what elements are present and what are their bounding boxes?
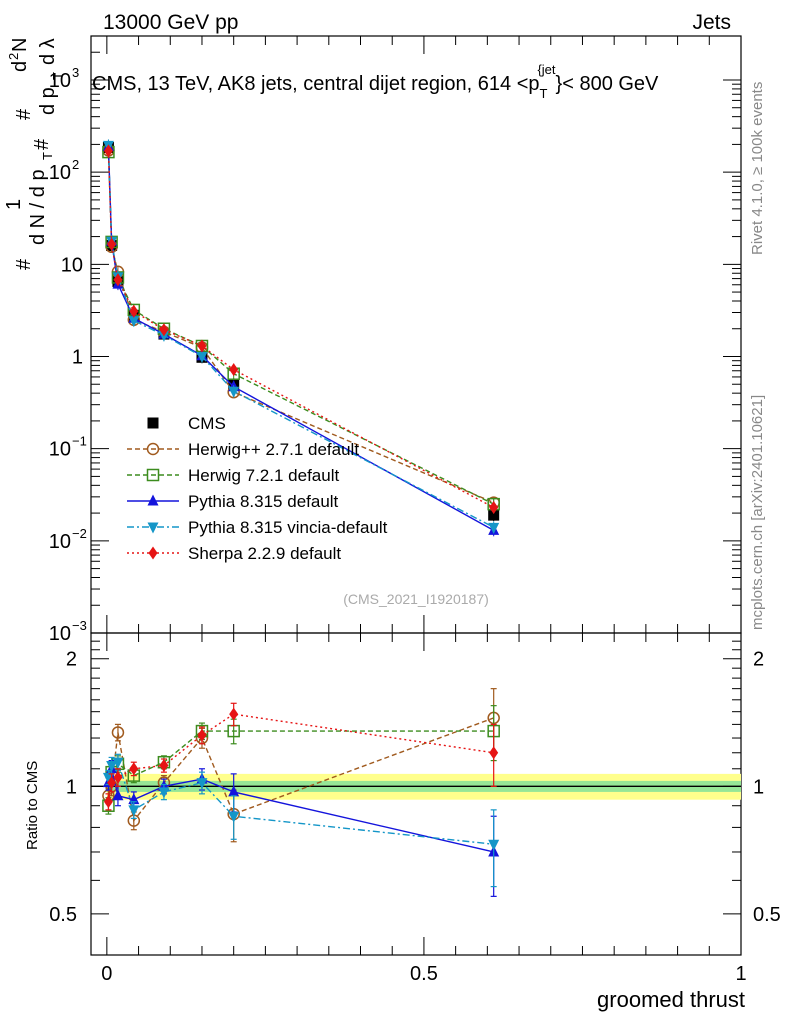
ratio-point: [107, 776, 117, 790]
main-ytick-label: 10: [49, 70, 71, 92]
title-sup: {jet: [537, 62, 555, 77]
ratio-point: [111, 726, 125, 739]
ratio-point: [489, 746, 499, 760]
ratio-point: [103, 795, 113, 809]
rivet-label: Rivet 4.1.0, ≥ 100k events: [749, 82, 766, 255]
ylabel-hash3: #: [13, 108, 35, 120]
ylabel-one: 1: [3, 199, 25, 210]
legend-label: CMS: [188, 414, 226, 433]
ylabel-t1: T: [40, 152, 55, 160]
ylabel-sq: 2: [6, 53, 21, 60]
legend-label: Herwig++ 2.7.1 default: [188, 440, 359, 459]
main-point: [228, 386, 240, 398]
main-ytick-exp: 3: [72, 65, 79, 80]
main-point: [129, 304, 139, 318]
legend-marker: [147, 494, 159, 506]
ylabel-dlam: d λ: [37, 38, 59, 65]
x-axis-label: groomed thrust: [597, 987, 745, 1012]
ratio-xtick-label: 1: [735, 963, 746, 985]
ylabel-hash2: #: [31, 138, 53, 150]
ratio-ytick-label: 2: [66, 649, 77, 671]
title-sub: T: [540, 86, 548, 101]
ratio-point: [129, 762, 139, 776]
ratio-point: [106, 760, 118, 772]
ratio-point: [128, 805, 140, 817]
ratio-axis-label: Ratio to CMS: [24, 761, 41, 850]
ylabel-n: N: [9, 38, 31, 52]
legend-label: Pythia 8.315 vincia-default: [188, 518, 388, 537]
series: [102, 139, 500, 897]
ratio-point: [228, 811, 240, 823]
mcplots-label: mcplots.cern.ch [arXiv:2401.10621]: [749, 395, 766, 630]
ratio-point: [196, 778, 208, 790]
ratio-ytick-label-right: 2: [753, 649, 764, 671]
legend: CMS Herwig++ 2.7.1 default Herwig 7.2.1 de…: [127, 414, 388, 563]
header-left: 13000 GeV pp: [103, 11, 238, 34]
ratio-point: [159, 758, 169, 772]
title-end: }< 800 GeV: [556, 73, 660, 95]
ratio-xtick-label: 0: [101, 963, 112, 985]
ratio-point: [229, 707, 239, 721]
ylabel-t2: T: [50, 72, 65, 80]
header-right: Jets: [692, 11, 731, 34]
ylabel-dpt: d p: [37, 87, 59, 115]
ylabel-d2: d: [9, 61, 31, 72]
ratio-series-line: [107, 761, 494, 845]
y-axis-label: # 1 d N / d p T # d 2 N d p T d λ #: [3, 38, 65, 270]
ylabel-dn: d N / d p: [27, 169, 49, 245]
main-ytick-label: 10: [49, 623, 71, 645]
ratio-point: [112, 757, 124, 769]
main-point: [197, 339, 207, 353]
ratio-xtick-label: 0.5: [410, 963, 438, 985]
legend-marker: [146, 468, 160, 482]
ratio-ytick-label: 0.5: [49, 904, 77, 926]
main-point: [107, 237, 117, 251]
legend-label: Sherpa 2.2.9 default: [188, 544, 341, 563]
ratio-point: [488, 839, 500, 851]
legend-label: Herwig 7.2.1 default: [188, 466, 339, 485]
main-point: [113, 273, 123, 287]
legend-marker: [146, 442, 160, 456]
main-point: [103, 144, 113, 158]
ratio-ytick-label-right: 0.5: [753, 904, 781, 926]
ratio-point: [112, 789, 124, 801]
legend-label: Pythia 8.315 default: [188, 492, 339, 511]
ratio-ytick-label: 1: [66, 776, 77, 798]
main-ytick-label: 10: [61, 254, 83, 276]
legend-marker: [147, 417, 159, 429]
main-ytick-exp: −1: [72, 434, 87, 449]
main-ytick-label: 10: [49, 439, 71, 461]
legend-marker: [147, 522, 159, 534]
plot-title: CMS, 13 TeV, AK8 jets, central dijet reg…: [92, 62, 659, 101]
ratio-point: [197, 728, 207, 742]
main-ytick-label: 10: [49, 162, 71, 184]
main-ytick-exp: −3: [72, 618, 87, 633]
main-point: [128, 316, 140, 328]
ylabel-hash1: #: [13, 258, 35, 270]
main-point: [489, 500, 499, 514]
ratio-point: [158, 787, 170, 799]
main-point: [488, 509, 500, 521]
analysis-id: (CMS_2021_I1920187): [343, 591, 489, 607]
ratio-point: [228, 785, 240, 797]
main-point: [196, 351, 208, 363]
main-ytick-exp: 2: [72, 157, 79, 172]
main-point: [229, 363, 239, 377]
main-ytick-label: 1: [72, 346, 83, 368]
main-ytick-exp: −2: [72, 526, 87, 541]
ratio-point: [113, 770, 123, 784]
main-point: [488, 522, 500, 534]
main-point: [159, 323, 169, 337]
legend-marker: [148, 546, 158, 560]
main-ytick-label: 10: [49, 531, 71, 553]
ratio-ytick-label-right: 1: [753, 776, 764, 798]
